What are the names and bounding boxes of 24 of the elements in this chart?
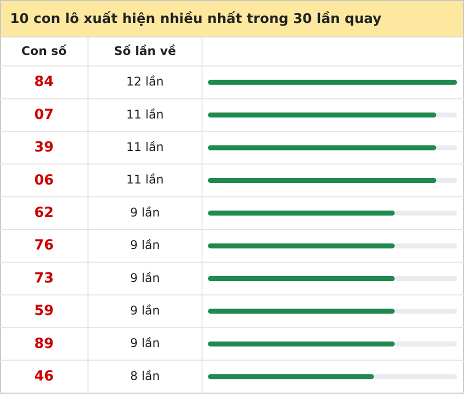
y-tick-label: 07 — [34, 106, 54, 123]
data-label: 9 lần — [130, 270, 160, 285]
data-label: 9 lần — [130, 205, 160, 220]
data-label: 9 lần — [130, 238, 160, 252]
y-tick-label: 59 — [34, 303, 54, 320]
y-axis-title: Con số — [21, 44, 68, 58]
y-tick-label: 46 — [34, 368, 54, 384]
data-label: 11 lần — [126, 107, 164, 122]
y-tick-label: 73 — [34, 270, 54, 286]
y-tick-label: 06 — [34, 172, 54, 188]
data-label: 11 lần — [126, 140, 164, 154]
data-label: 8 lần — [130, 368, 160, 383]
data-label: 9 lần — [130, 336, 160, 350]
y-tick-label: 76 — [34, 238, 54, 254]
data-label: 12 lần — [126, 74, 164, 89]
y-tick-label: 39 — [34, 140, 54, 156]
chart-title: 10 con lô xuất hiện nhiều nhất trong 30 lần quay — [10, 11, 382, 28]
data-label: 9 lần — [130, 304, 160, 318]
data-label: 11 lần — [126, 172, 164, 187]
y-tick-label: 62 — [34, 204, 54, 221]
y-tick-label: 89 — [34, 336, 54, 352]
x-axis-title: Số lần về — [114, 44, 176, 58]
bar — [208, 80, 457, 85]
y-tick-label: 84 — [34, 74, 54, 90]
